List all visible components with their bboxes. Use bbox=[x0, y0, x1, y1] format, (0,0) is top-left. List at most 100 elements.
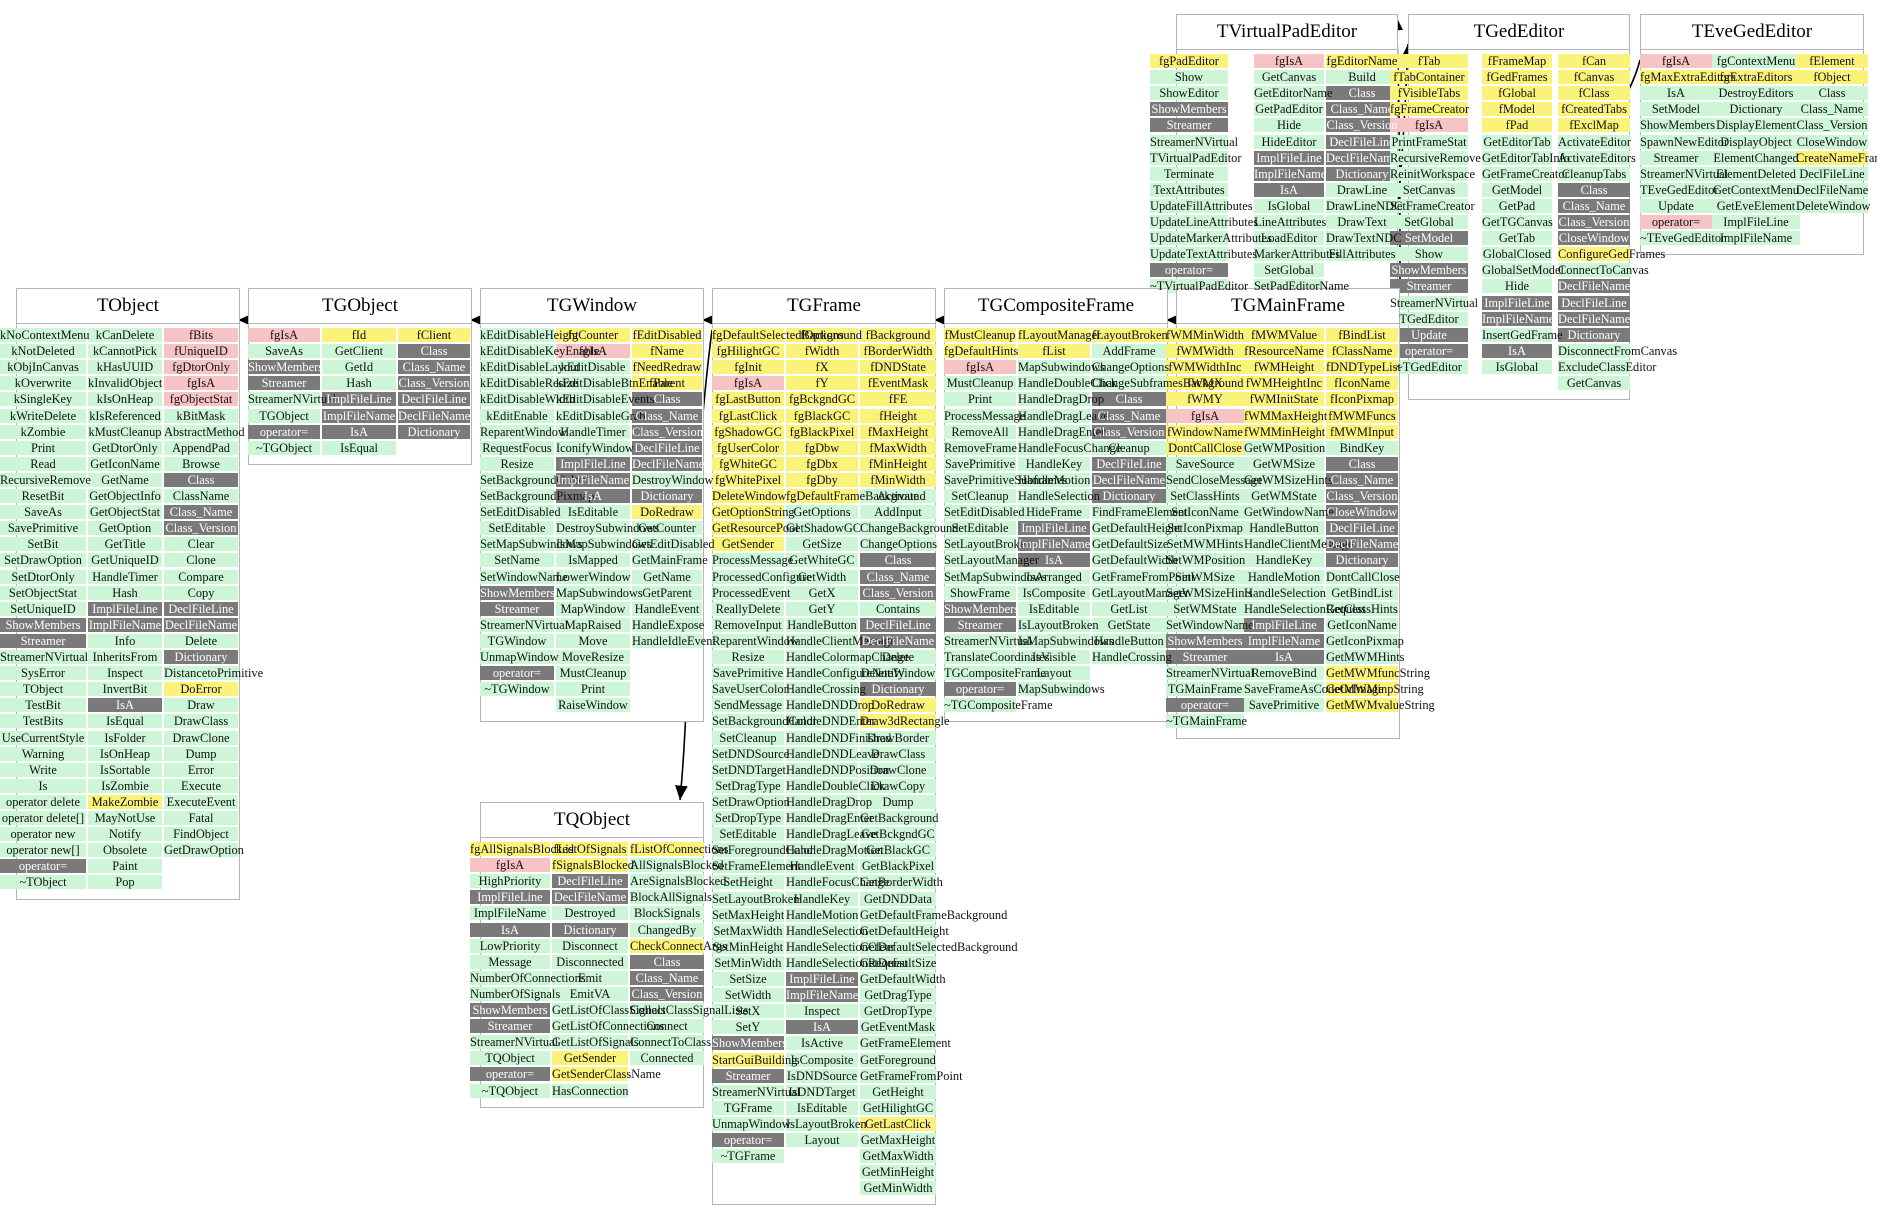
member-label: SetMapSubwindows bbox=[480, 537, 583, 552]
member-cell: fgInit bbox=[712, 360, 784, 375]
member-label: IsDNDTarget bbox=[788, 1084, 856, 1099]
member-label: SetModel bbox=[1651, 102, 1701, 117]
member-cell: fOptions bbox=[786, 328, 858, 342]
member-cell: DistancetoPrimitive bbox=[164, 666, 263, 681]
member-cell: fNeedRedraw bbox=[632, 360, 702, 375]
member-cell: Class_Name bbox=[1092, 408, 1166, 423]
member-label: ReinitWorkspace bbox=[1390, 166, 1476, 181]
member-cell: fgMaxExtraEditors bbox=[1640, 70, 1736, 85]
member-cell: ImplFileName bbox=[1712, 231, 1800, 246]
member-label: Disconnected bbox=[556, 954, 624, 969]
member-label: Delete bbox=[881, 650, 915, 664]
member-label: ConfigureGedFrames bbox=[1558, 247, 1666, 262]
member-label: fgPadEditor bbox=[1159, 54, 1219, 68]
member-label: CloseWindow bbox=[1326, 505, 1398, 520]
member-cell: IsMapSubwindows bbox=[556, 537, 652, 552]
member-cell: fParent bbox=[632, 376, 702, 391]
member-cell: Inspect bbox=[88, 666, 162, 681]
member-label: Inspect bbox=[107, 666, 143, 681]
member-cell: fgWhiteGC bbox=[712, 456, 784, 471]
member-label: GetTab bbox=[1498, 231, 1536, 246]
member-cell: GetIconName bbox=[88, 456, 162, 471]
member-cell: Build bbox=[1326, 70, 1398, 85]
member-label: fFE bbox=[888, 392, 908, 407]
member-cell: IsLayoutBroken bbox=[1018, 617, 1099, 632]
member-label: Dictionary bbox=[1567, 327, 1621, 342]
member-cell: Error bbox=[164, 762, 238, 777]
member-cell: SysError bbox=[0, 666, 86, 681]
member-label: GetSender bbox=[563, 1051, 617, 1066]
member-label: GetFrameFromPoint bbox=[1092, 569, 1195, 584]
member-label: CollectClassSignalLists bbox=[630, 1003, 749, 1017]
member-cell: GetClient bbox=[322, 344, 396, 359]
member-cell: fMaxWidth bbox=[860, 440, 936, 455]
member-cell: AddFrame bbox=[1092, 344, 1166, 359]
member-label: kOverwrite bbox=[14, 376, 72, 391]
member-label: operator delete[] bbox=[1, 811, 85, 825]
member-label: ShowMembers bbox=[472, 1003, 548, 1017]
member-label: IsOnHeap bbox=[99, 746, 151, 761]
member-label: TVirtualPadEditor bbox=[1150, 150, 1242, 165]
member-cell: DrawCopy bbox=[860, 778, 936, 793]
member-label: StreamerNVirtual bbox=[944, 633, 1033, 648]
member-label: fHeight bbox=[879, 408, 917, 423]
member-label: StreamerNVirtual bbox=[1390, 295, 1479, 310]
member-cell: HideEditor bbox=[1254, 134, 1324, 149]
member-cell: Class_Name bbox=[1796, 102, 1868, 117]
member-label: HandleCrossing bbox=[786, 682, 866, 697]
member-label: HandleButton bbox=[1094, 633, 1164, 648]
member-cell: GetWMSizeHints bbox=[1244, 472, 1333, 487]
member-cell: Class_Version bbox=[860, 585, 936, 600]
member-cell: HandleDragDrop bbox=[1018, 392, 1104, 407]
member-label: IsA bbox=[584, 489, 602, 503]
member-cell: ImplFileName bbox=[88, 617, 162, 632]
member-label: HandleFocusChange bbox=[786, 875, 890, 890]
member-cell: SetFrameElement bbox=[712, 859, 801, 874]
member-label: BindKey bbox=[1339, 440, 1385, 455]
member-label: Streamer bbox=[1166, 118, 1212, 133]
member-cell: IsA bbox=[1482, 343, 1552, 358]
member-label: MapSubwindows bbox=[556, 585, 643, 600]
member-cell: GetDefaultSize bbox=[860, 955, 936, 970]
member-cell: Class bbox=[860, 553, 936, 568]
member-cell: kBitMask bbox=[164, 408, 238, 423]
member-label: HandleSelectionClear bbox=[786, 939, 895, 954]
member-cell: SetName bbox=[480, 553, 554, 568]
member-label: GetTitle bbox=[104, 537, 146, 552]
member-label: DeclFileName bbox=[1558, 279, 1631, 294]
member-cell: SpawnNewEditor bbox=[1640, 134, 1728, 149]
member-cell: GetOptions bbox=[786, 505, 858, 520]
member-label: Hash bbox=[112, 585, 138, 600]
member-label: IsEqual bbox=[106, 714, 144, 729]
member-cell: GetCanvas bbox=[1254, 70, 1324, 85]
member-label: TObject bbox=[22, 682, 64, 697]
member-cell: kEditDisableWidth bbox=[480, 392, 575, 407]
member-label: Class_Name bbox=[635, 408, 699, 423]
member-cell: Disconnect bbox=[552, 938, 628, 953]
member-cell: GetDefaultWidth bbox=[860, 972, 946, 986]
member-label: GetLastClick bbox=[864, 1116, 932, 1131]
member-cell: Class bbox=[164, 472, 238, 487]
member-cell: fElement bbox=[1796, 54, 1868, 68]
member-cell: kNoContextMenu bbox=[0, 328, 89, 342]
member-cell: MakeZombie bbox=[88, 794, 162, 809]
member-label: MapSubwindows bbox=[1018, 682, 1105, 697]
member-label: GetCanvas bbox=[1261, 70, 1317, 85]
member-label: GetBlackPixel bbox=[861, 859, 935, 874]
member-cell: fWMHeightInc bbox=[1244, 376, 1324, 391]
member-cell: GetBorderWidth bbox=[860, 875, 943, 890]
member-label: Clone bbox=[186, 553, 216, 568]
member-label: DeclFileLine bbox=[168, 601, 234, 616]
member-cell: fWMWidthInc bbox=[1166, 360, 1244, 375]
member-cell: SetLayoutManager bbox=[944, 553, 1039, 568]
member-label: SavePrimitive bbox=[1248, 698, 1320, 713]
member-label: ImplFileLine bbox=[1723, 215, 1789, 229]
member-label: GetFrameElement bbox=[860, 1036, 951, 1051]
member-label: HandleCrossing bbox=[1092, 650, 1172, 664]
member-cell: Class_Version bbox=[630, 986, 704, 1001]
member-cell: DeclFileLine bbox=[398, 392, 470, 407]
member-cell: SetBit bbox=[0, 537, 86, 552]
member-label: EmitVA bbox=[569, 986, 611, 1001]
member-label: IsA bbox=[1508, 343, 1526, 358]
member-cell: GetObjectInfo bbox=[88, 489, 162, 503]
